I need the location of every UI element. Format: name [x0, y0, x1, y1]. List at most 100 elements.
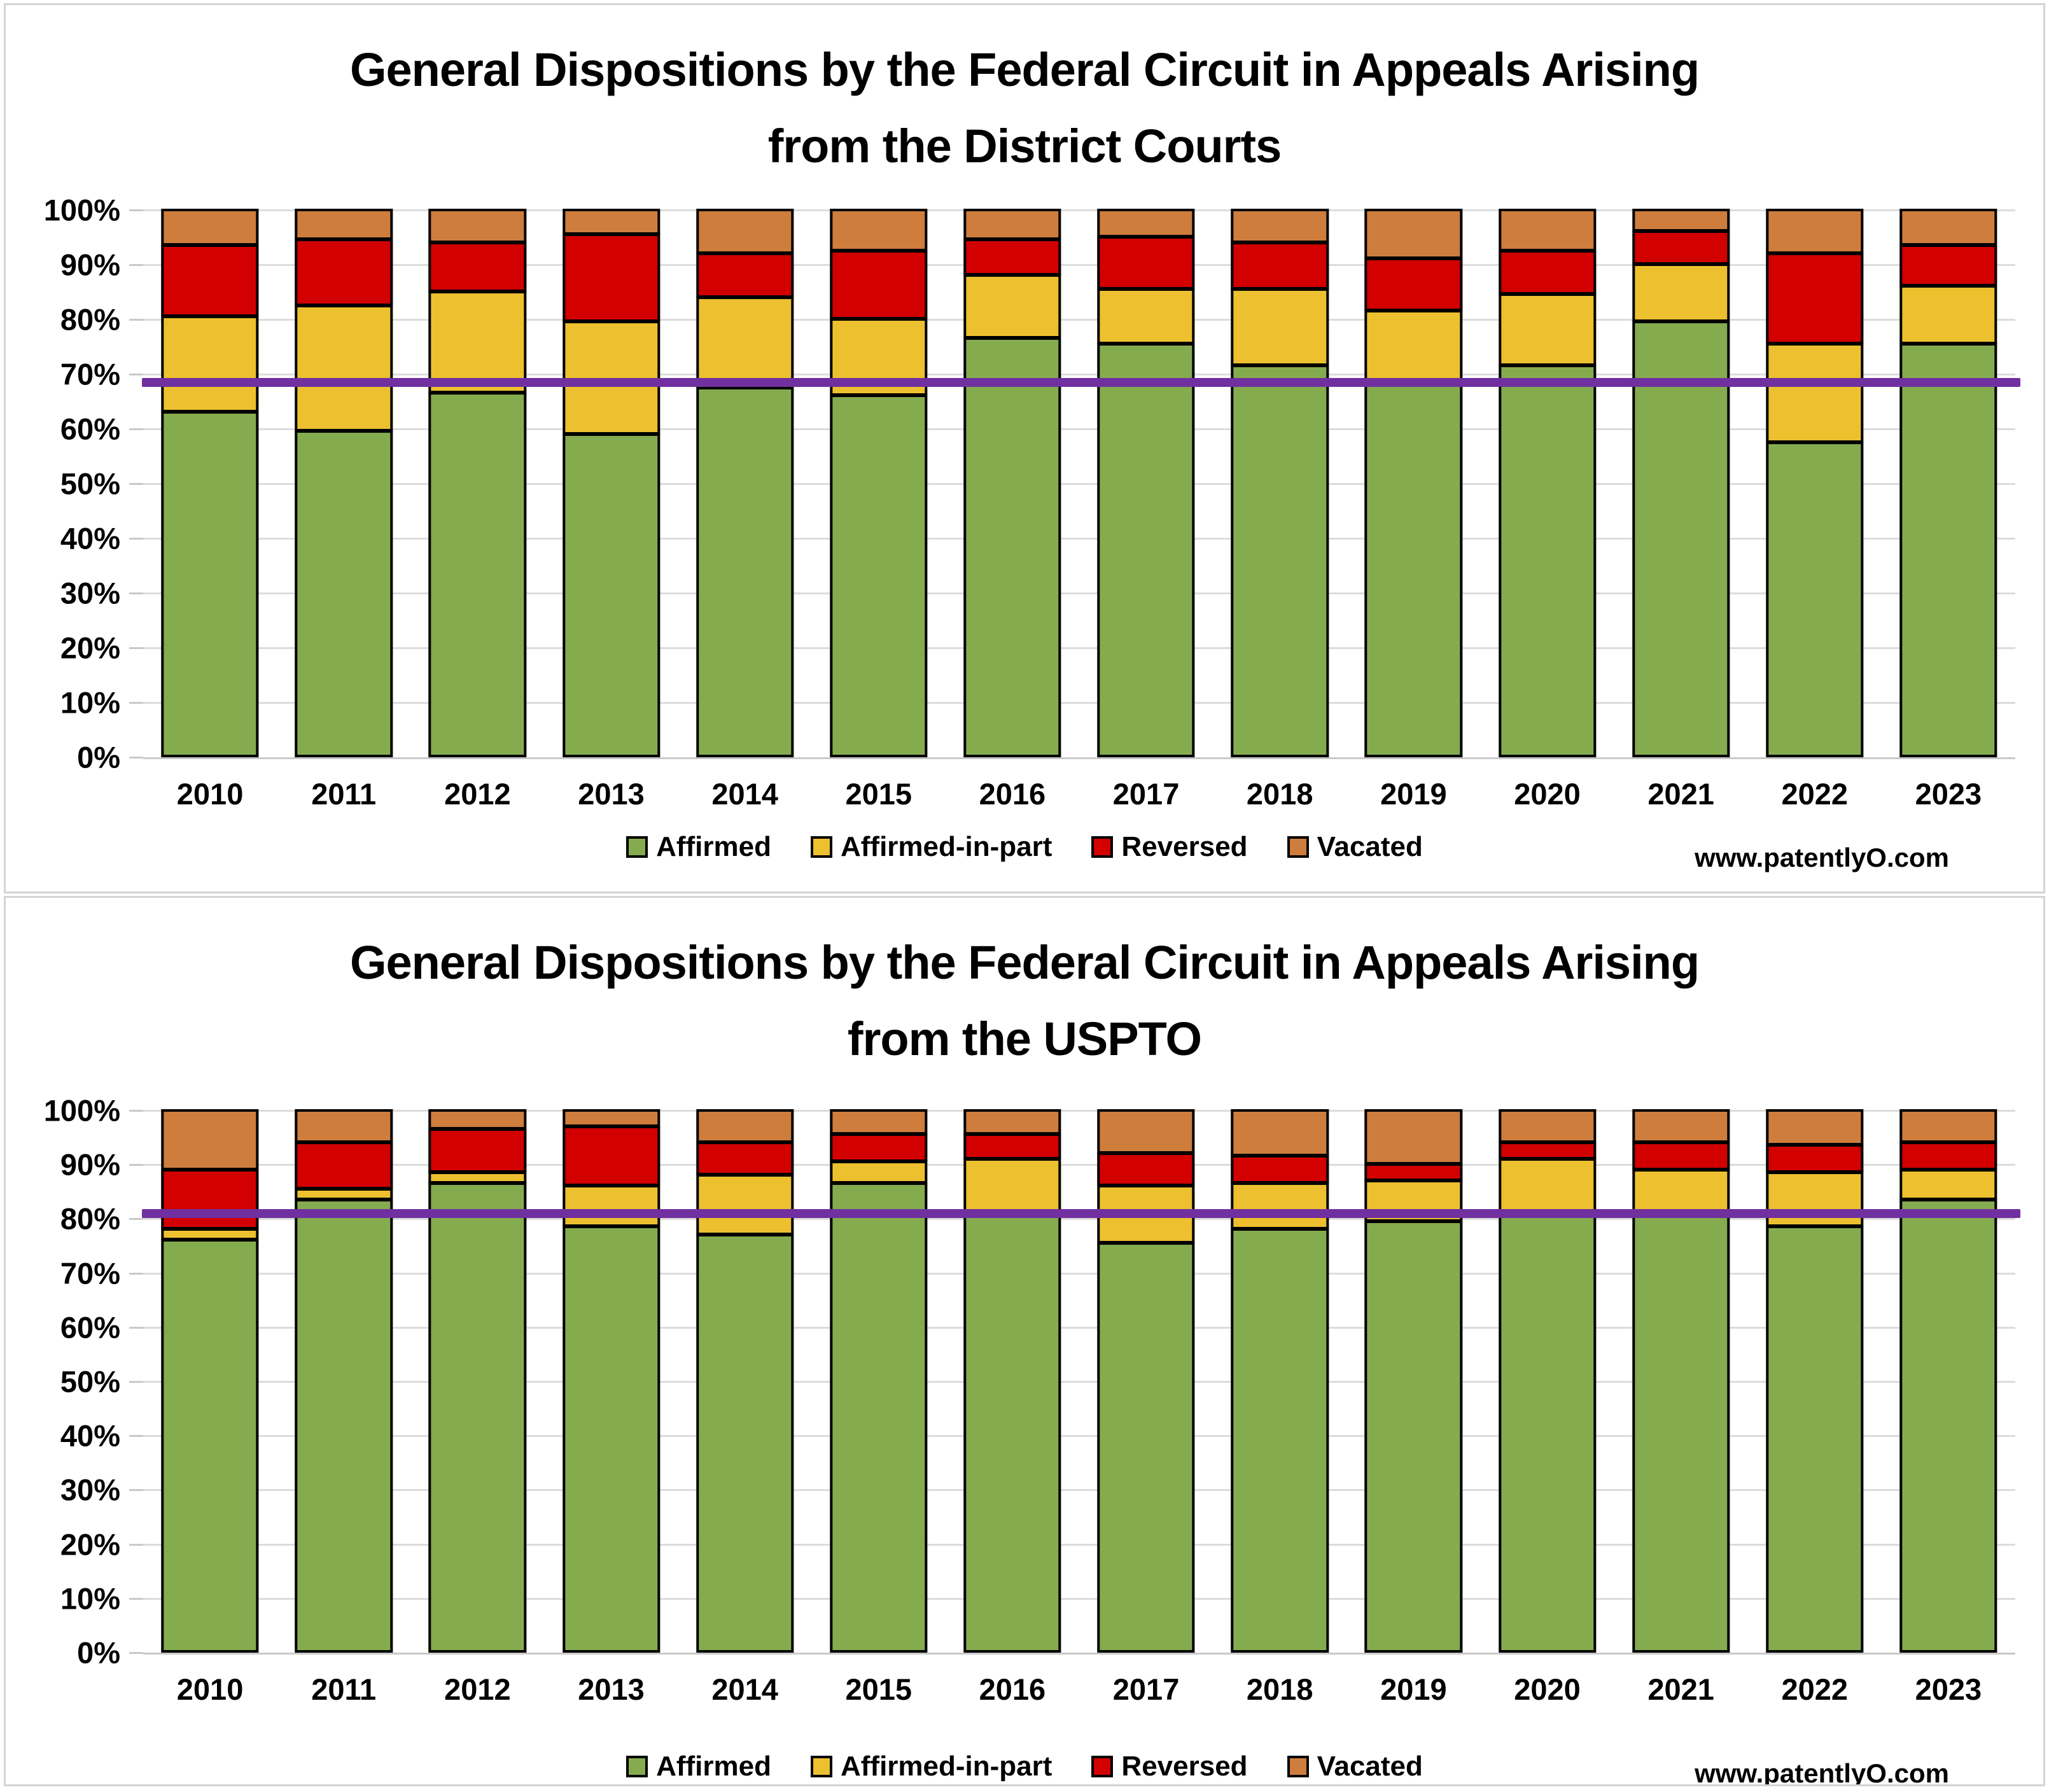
- gridline-70: [143, 374, 2015, 375]
- legend-label-vacated: Vacated: [1317, 1751, 1423, 1782]
- y-axis-tick-label: 0%: [77, 1635, 120, 1670]
- bar-2022-reversed-segment: [1766, 1144, 1864, 1173]
- bar-2014-affirmed-segment: [696, 1233, 794, 1653]
- y-axis-tick-label: 0%: [77, 740, 120, 774]
- legend-marker-affirmed: [626, 836, 648, 858]
- gridline-30: [143, 1489, 2015, 1492]
- bar-2015: [830, 209, 928, 757]
- y-axis-tick-label: 30%: [60, 1473, 120, 1507]
- bar-2021-reversed-segment: [1632, 1142, 1730, 1170]
- gridline-60: [143, 428, 2015, 430]
- bar-2011-affirmed-segment: [295, 430, 393, 757]
- x-axis-tick-label-2014: 2014: [711, 777, 778, 811]
- bar-2020-affirmed-in-part-segment: [1498, 1158, 1597, 1214]
- bar-2010-vacated-segment: [161, 209, 259, 246]
- legend-label-affirmed-in-part: Affirmed-in-part: [840, 1751, 1052, 1782]
- bar-2023: [1899, 1109, 1997, 1653]
- y-axis-tickmark: [129, 592, 143, 594]
- bar-2013-reversed-segment: [562, 233, 661, 323]
- gridline-90: [143, 264, 2015, 266]
- bar-2010-affirmed-in-part-segment: [161, 1228, 259, 1241]
- bar-2023-affirmed-segment: [1899, 1198, 1997, 1653]
- bar-2010-affirmed-in-part-segment: [161, 315, 259, 413]
- gridline-50: [143, 1381, 2015, 1383]
- bar-2023-affirmed-in-part-segment: [1899, 1168, 1997, 1200]
- y-axis-tickmark: [129, 1543, 143, 1546]
- x-axis-tick-label-2018: 2018: [1246, 1672, 1313, 1706]
- bar-2018: [1231, 1109, 1329, 1653]
- y-axis-tick-label: 20%: [60, 631, 120, 665]
- y-axis-tick-label: 100%: [43, 1093, 120, 1128]
- y-axis-tick-label: 80%: [60, 302, 120, 337]
- bar-2022-reversed-segment: [1766, 252, 1864, 344]
- bar-2012-vacated-segment: [428, 209, 527, 243]
- bar-2020: [1498, 209, 1597, 757]
- bar-2018-reversed-segment: [1231, 241, 1329, 290]
- bar-2010-reversed-segment: [161, 1168, 259, 1230]
- bar-2023-reversed-segment: [1899, 1142, 1997, 1170]
- legend-marker-vacated: [1287, 1756, 1309, 1777]
- bar-2015-vacated-segment: [830, 1109, 928, 1135]
- chart-title-line1: General Dispositions by the Federal Circ…: [349, 43, 1700, 96]
- bar-2022: [1766, 1109, 1864, 1653]
- bar-2014-reversed-segment: [696, 252, 794, 298]
- bar-2012-affirmed-segment: [428, 1182, 527, 1653]
- y-axis-tickmark: [129, 1652, 143, 1654]
- y-axis-tickmark: [129, 264, 143, 266]
- y-axis-tickmark: [129, 428, 143, 430]
- bar-2013-vacated-segment: [562, 1109, 661, 1127]
- legend-marker-affirmed: [626, 1756, 648, 1777]
- legend-item-affirmed-in-part: Affirmed-in-part: [810, 1751, 1052, 1782]
- legend-label-reversed: Reversed: [1121, 1751, 1248, 1782]
- bar-2020-reversed-segment: [1498, 249, 1597, 295]
- legend: Affirmed Affirmed-in-part Reversed Vacated: [6, 1751, 2043, 1782]
- bar-2011: [295, 209, 393, 757]
- chart-title-line2: from the District Courts: [767, 119, 1282, 172]
- bar-2018-vacated-segment: [1231, 1109, 1329, 1157]
- bar-2015-affirmed-in-part-segment: [830, 1160, 928, 1184]
- bar-2011: [295, 1109, 393, 1653]
- legend-marker-vacated: [1287, 836, 1309, 858]
- x-axis-tick-label-2022: 2022: [1781, 1672, 1849, 1706]
- bar-2022-affirmed-segment: [1766, 1226, 1864, 1653]
- bar-2023-reversed-segment: [1899, 244, 1997, 287]
- bar-2019-affirmed-segment: [1364, 384, 1463, 757]
- bar-2010-vacated-segment: [161, 1109, 259, 1170]
- legend: Affirmed Affirmed-in-part Reversed Vacated: [6, 831, 2043, 863]
- bar-2021-reversed-segment: [1632, 230, 1730, 265]
- y-axis-tickmark: [129, 757, 143, 759]
- bar-2011-vacated-segment: [295, 209, 393, 241]
- bar-2022-vacated-segment: [1766, 209, 1864, 254]
- bar-2018-affirmed-segment: [1231, 1228, 1329, 1653]
- bar-2018-vacated-segment: [1231, 209, 1329, 243]
- x-axis-tick-label-2017: 2017: [1112, 1672, 1180, 1706]
- x-axis-tick-label-2023: 2023: [1915, 1672, 1982, 1706]
- bar-2012-reversed-segment: [428, 1128, 527, 1173]
- bar-2012-affirmed-in-part-segment: [428, 1172, 527, 1184]
- bar-2017-vacated-segment: [1097, 209, 1195, 237]
- y-axis-tickmark: [129, 1326, 143, 1329]
- bar-2020-affirmed-in-part-segment: [1498, 293, 1597, 367]
- bar-2020-vacated-segment: [1498, 209, 1597, 251]
- x-axis-tick-label-2014: 2014: [711, 1672, 778, 1706]
- bar-2020-reversed-segment: [1498, 1142, 1597, 1159]
- x-axis-tick-label-2015: 2015: [845, 1672, 913, 1706]
- x-axis-tick-label-2023: 2023: [1915, 777, 1982, 811]
- x-axis-tick-label-2010: 2010: [176, 1672, 244, 1706]
- legend-marker-affirmed-in-part: [810, 836, 832, 858]
- bar-2013-affirmed-in-part-segment: [562, 1185, 661, 1228]
- bar-2017-affirmed-segment: [1097, 342, 1195, 757]
- bar-2017-affirmed-in-part-segment: [1097, 288, 1195, 344]
- bar-2023-affirmed-in-part-segment: [1899, 285, 1997, 344]
- bar-2013: [562, 209, 661, 757]
- y-axis: 0% 10% 20% 30% 40% 50% 60% 70% 80% 90% 100%: [6, 193, 130, 774]
- bar-2018-affirmed-segment: [1231, 365, 1329, 757]
- bar-2022-vacated-segment: [1766, 1109, 1864, 1146]
- legend-marker-affirmed-in-part: [810, 1756, 832, 1777]
- bar-2014: [696, 209, 794, 757]
- bar-2010-affirmed-segment: [161, 1239, 259, 1653]
- legend-item-affirmed: Affirmed: [626, 1751, 771, 1782]
- gridline-20: [143, 647, 2015, 649]
- bar-2012: [428, 1109, 527, 1653]
